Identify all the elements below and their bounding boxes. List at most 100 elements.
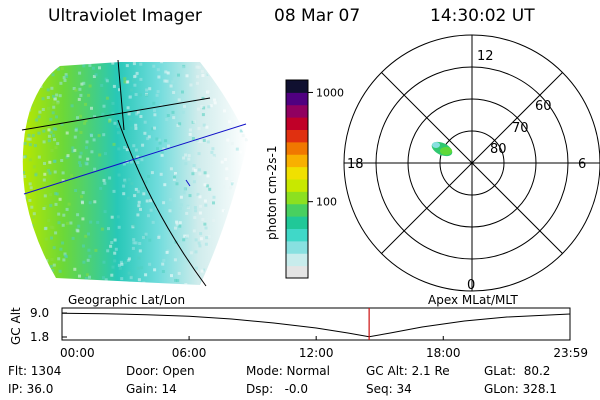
noise-pixel bbox=[199, 237, 203, 241]
noise-pixel bbox=[90, 106, 93, 110]
noise-pixel bbox=[197, 168, 201, 172]
noise-pixel bbox=[23, 232, 27, 236]
colorbar-tick-label-100: 100 bbox=[316, 196, 337, 209]
noise-pixel bbox=[211, 285, 214, 288]
noise-pixel bbox=[172, 116, 176, 120]
noise-pixel bbox=[101, 112, 105, 116]
noise-pixel bbox=[194, 238, 198, 242]
status-ip: IP: 36.0 bbox=[8, 382, 54, 396]
noise-pixel bbox=[53, 170, 57, 174]
noise-pixel bbox=[172, 91, 176, 94]
mlt-label-18: 18 bbox=[347, 157, 364, 172]
noise-pixel bbox=[39, 62, 43, 65]
noise-pixel bbox=[211, 284, 215, 285]
noise-pixel bbox=[249, 221, 252, 224]
noise-pixel bbox=[165, 250, 169, 254]
noise-pixel bbox=[136, 110, 140, 114]
noise-pixel bbox=[100, 83, 104, 87]
noise-pixel bbox=[249, 129, 252, 132]
noise-pixel bbox=[40, 260, 44, 264]
noise-pixel bbox=[88, 275, 91, 279]
noise-pixel bbox=[150, 171, 154, 175]
noise-pixel bbox=[197, 127, 201, 130]
noise-pixel bbox=[198, 211, 202, 215]
noise-pixel bbox=[35, 262, 39, 266]
noise-pixel bbox=[232, 86, 236, 90]
status-mode: Mode: Normal bbox=[246, 364, 330, 378]
noise-pixel bbox=[189, 251, 193, 255]
status-gain: Gain: 14 bbox=[126, 382, 177, 396]
noise-pixel bbox=[46, 170, 50, 174]
noise-pixel bbox=[62, 76, 66, 80]
noise-pixel bbox=[135, 71, 139, 75]
noise-pixel bbox=[183, 187, 187, 191]
noise-pixel bbox=[188, 128, 192, 132]
noise-pixel bbox=[65, 75, 69, 78]
noise-pixel bbox=[134, 123, 138, 127]
noise-pixel bbox=[136, 266, 140, 270]
noise-pixel bbox=[175, 182, 179, 186]
noise-pixel bbox=[245, 228, 248, 232]
noise-pixel bbox=[139, 154, 143, 158]
noise-pixel bbox=[134, 187, 138, 191]
apex-line bbox=[23, 123, 247, 195]
noise-pixel bbox=[52, 263, 56, 267]
noise-pixel bbox=[153, 113, 157, 117]
noise-pixel bbox=[144, 180, 148, 184]
noise-pixel bbox=[155, 93, 159, 97]
noise-pixel bbox=[79, 151, 83, 155]
noise-pixel bbox=[74, 189, 78, 192]
noise-pixel bbox=[44, 237, 48, 241]
noise-pixel bbox=[43, 172, 47, 176]
noise-pixel bbox=[242, 177, 246, 181]
noise-pixel bbox=[22, 131, 26, 135]
noise-pixel bbox=[77, 224, 81, 228]
noise-pixel bbox=[148, 238, 152, 242]
noise-pixel bbox=[174, 172, 177, 175]
lat-label-80: 80 bbox=[490, 142, 507, 157]
noise-pixel bbox=[203, 286, 206, 289]
noise-pixel bbox=[46, 74, 50, 78]
noise-pixel bbox=[192, 167, 196, 171]
lat-label-60: 60 bbox=[535, 99, 552, 114]
noise-pixel bbox=[93, 167, 97, 171]
noise-pixel bbox=[243, 113, 247, 117]
noise-pixel bbox=[160, 153, 164, 157]
noise-pixel bbox=[194, 266, 198, 270]
noise-pixel bbox=[223, 109, 226, 113]
noise-pixel bbox=[129, 276, 133, 280]
noise-pixel bbox=[72, 87, 76, 90]
noise-pixel bbox=[83, 121, 87, 125]
noise-pixel bbox=[63, 252, 67, 256]
noise-pixel bbox=[250, 210, 253, 213]
noise-pixel bbox=[182, 191, 186, 195]
noise-pixel bbox=[188, 194, 192, 198]
noise-pixel bbox=[229, 83, 232, 87]
noise-pixel bbox=[143, 131, 147, 135]
noise-pixel bbox=[237, 253, 241, 257]
noise-pixel bbox=[120, 262, 124, 266]
noise-pixel bbox=[28, 101, 32, 105]
noise-pixel bbox=[83, 62, 87, 65]
noise-pixel bbox=[36, 66, 40, 70]
noise-pixel bbox=[60, 67, 64, 71]
noise-pixel bbox=[234, 209, 238, 212]
colorbar-band bbox=[286, 92, 308, 106]
noise-pixel bbox=[111, 111, 115, 115]
noise-pixel bbox=[118, 266, 122, 270]
noise-pixel bbox=[221, 209, 225, 213]
noise-pixel bbox=[136, 213, 140, 217]
noise-pixel bbox=[241, 247, 245, 251]
noise-pixel bbox=[50, 258, 54, 262]
noise-pixel bbox=[128, 117, 132, 121]
colorbar-band bbox=[286, 179, 308, 192]
noise-pixel bbox=[213, 101, 217, 105]
noise-pixel bbox=[197, 140, 201, 143]
noise-pixel bbox=[61, 171, 65, 175]
mlt-label-12: 12 bbox=[477, 49, 494, 64]
colorbar-band bbox=[286, 141, 308, 155]
noise-pixel bbox=[56, 101, 59, 105]
colorbar-tick-label-1000: 1000 bbox=[316, 86, 344, 99]
noise-pixel bbox=[102, 104, 106, 108]
